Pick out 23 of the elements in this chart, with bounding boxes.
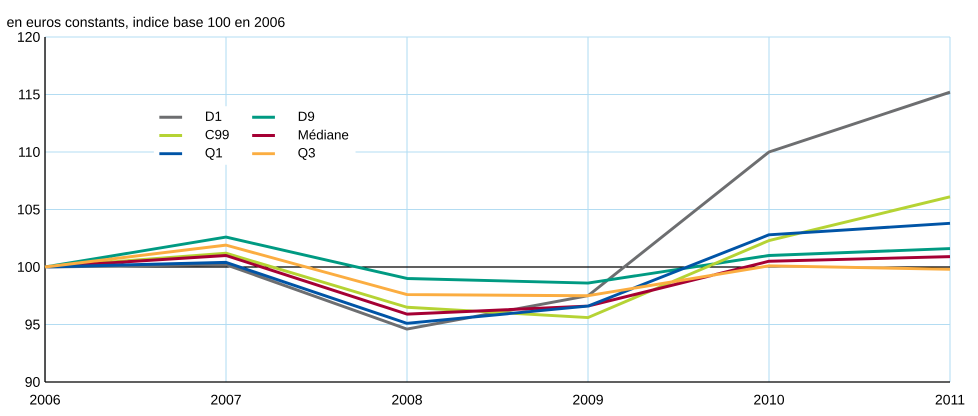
line-series	[44, 222, 952, 325]
x-tick-label: 2007	[211, 394, 241, 405]
y-tick-label: 110	[19, 147, 40, 157]
x-tick-label: 2010	[754, 394, 784, 405]
x-tick-label: 2008	[392, 394, 422, 405]
x-tick-label: 2006	[30, 394, 60, 405]
line-series	[44, 236, 952, 285]
y-axis-title: en euros constants, indice base 100 en 2006	[7, 16, 285, 29]
x-tick-label: 2011	[936, 394, 964, 405]
y-tick-label: 90	[25, 377, 40, 387]
y-tick-label: 105	[18, 204, 40, 214]
legend-label: C99	[206, 130, 229, 140]
legend-label: D1	[206, 112, 222, 121]
y-tick-label: 95	[25, 320, 40, 330]
y-tick-label: 115	[19, 90, 40, 100]
legend-label: D9	[298, 112, 314, 122]
legend-label: Q3	[298, 148, 315, 160]
y-tick-label: 120	[18, 32, 40, 42]
line-series	[44, 244, 952, 298]
legend-label: Médiane	[298, 130, 348, 140]
y-tick-label: 100	[18, 262, 40, 272]
legend-label: Q1	[206, 148, 222, 160]
x-tick-label: 2009	[573, 394, 603, 405]
